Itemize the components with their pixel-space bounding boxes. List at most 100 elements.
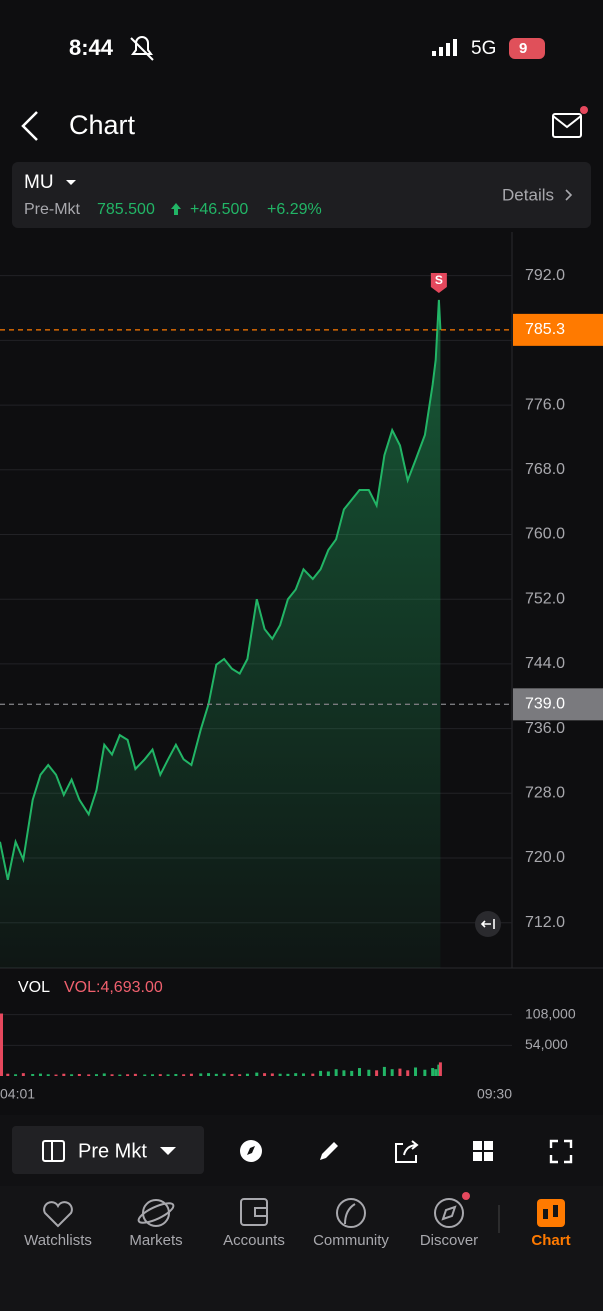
back-button[interactable] (21, 111, 38, 141)
y-tick-label: 792.0 (525, 267, 565, 284)
nav-badge (462, 1192, 470, 1200)
layout-icon (42, 1140, 65, 1162)
quote-panel[interactable] (12, 162, 591, 228)
volume-bar (133, 1073, 137, 1076)
volume-bar (199, 1073, 203, 1076)
share-button[interactable] (395, 1140, 419, 1163)
battery-icon (509, 38, 545, 59)
indicator-button[interactable] (240, 1140, 262, 1162)
volume-bar (62, 1073, 66, 1076)
nav-bar (0, 1186, 603, 1311)
volume-bar (357, 1068, 361, 1076)
volume-bar (214, 1073, 218, 1076)
volume-bar (263, 1073, 267, 1076)
volume-bar (166, 1074, 170, 1076)
session-button-label: Pre Mkt (78, 1140, 147, 1162)
volume-bar (270, 1073, 274, 1076)
volume-bar (151, 1074, 155, 1076)
symbol: MU (24, 172, 54, 193)
y-tick-label: 744.0 (525, 655, 565, 672)
signal-marker-label: S (435, 273, 443, 287)
price-line (0, 299, 442, 881)
inbox-button[interactable] (552, 113, 582, 138)
nav-label[interactable]: Community (313, 1232, 389, 1249)
y-tick-label: 760.0 (525, 526, 565, 543)
price: 785.500 (97, 201, 155, 218)
y-tick-label: 712.0 (525, 914, 565, 931)
volume-bar (414, 1067, 418, 1076)
volume-bar (278, 1073, 282, 1076)
volume-bar (182, 1074, 186, 1076)
nav-label[interactable]: Accounts (223, 1232, 285, 1249)
battery-level: 9 (519, 40, 527, 57)
details-chevron (565, 189, 573, 201)
volume-bar (143, 1074, 147, 1076)
volume-bar (126, 1074, 130, 1076)
volume-bar (87, 1074, 91, 1076)
nav-icons (43, 1198, 464, 1228)
volume-bar (46, 1074, 50, 1076)
nav-label[interactable]: Markets (129, 1232, 182, 1249)
volume-bar (245, 1073, 249, 1076)
draw-button[interactable] (320, 1142, 338, 1160)
badge-dot (580, 106, 588, 114)
volume-bar (77, 1074, 81, 1076)
signal-icon (432, 39, 457, 56)
change-pct: +6.29% (267, 201, 322, 218)
details-link[interactable]: Details (502, 185, 554, 204)
up-arrow (171, 203, 181, 215)
volume-bar (382, 1066, 386, 1076)
nav-label[interactable]: Watchlists (24, 1232, 92, 1249)
y-tick-label: 720.0 (525, 849, 565, 866)
reference-badge (513, 313, 603, 346)
volume-bar (301, 1073, 305, 1076)
page-title: Chart (69, 110, 136, 140)
volume-value: VOL:4,693.00 (64, 979, 163, 996)
volume-bar (54, 1074, 58, 1076)
nav-label-active[interactable]: Chart (531, 1232, 570, 1249)
volume-bar (434, 1069, 438, 1076)
status-time: 8:44 (69, 35, 114, 60)
y-tick-label: 736.0 (525, 720, 565, 737)
volume-bar (31, 1074, 35, 1076)
y-tick-label: 54,000 (525, 1036, 568, 1052)
nav-label[interactable]: Discover (420, 1232, 478, 1249)
volume-title: VOL (18, 979, 50, 996)
session-label: Pre-Mkt (24, 201, 81, 218)
volume-bar (238, 1074, 242, 1076)
y-tick-label: 768.0 (525, 461, 565, 478)
grid-button[interactable] (473, 1141, 493, 1161)
signal-marker (430, 272, 447, 293)
volume-bar (94, 1074, 98, 1076)
volume-bar (14, 1074, 18, 1076)
volume-bar (311, 1073, 315, 1076)
volume-bar (255, 1072, 259, 1076)
volume-bar (286, 1073, 290, 1076)
volume-bar (334, 1069, 338, 1076)
volume-bar (438, 1062, 442, 1076)
x-tick-label: 04:01 (0, 1086, 35, 1102)
y-tick-label: 776.0 (525, 396, 565, 413)
volume-bar (118, 1074, 122, 1076)
volume-bar (207, 1073, 211, 1076)
volume-bar (406, 1070, 410, 1076)
volume-bar (367, 1069, 371, 1076)
session-dropdown (160, 1147, 176, 1155)
mute-icon (130, 36, 154, 61)
volume-bar (319, 1070, 323, 1076)
x-tick-label: 09:30 (477, 1086, 512, 1102)
y-tick-label: 108,000 (525, 1005, 576, 1021)
volume-bar (70, 1074, 74, 1076)
reference-badge (513, 688, 603, 721)
volume-bar (158, 1074, 162, 1076)
reference-label: 785.3 (525, 321, 565, 338)
reference-label: 739.0 (525, 696, 565, 713)
volume-bar (398, 1068, 402, 1076)
volume-bar (38, 1073, 42, 1076)
fullscreen-button[interactable] (549, 1139, 573, 1164)
volume-bar (342, 1070, 346, 1076)
symbol-dropdown[interactable] (66, 180, 76, 185)
volume-bar (375, 1070, 379, 1076)
volume-bar (0, 1013, 3, 1076)
